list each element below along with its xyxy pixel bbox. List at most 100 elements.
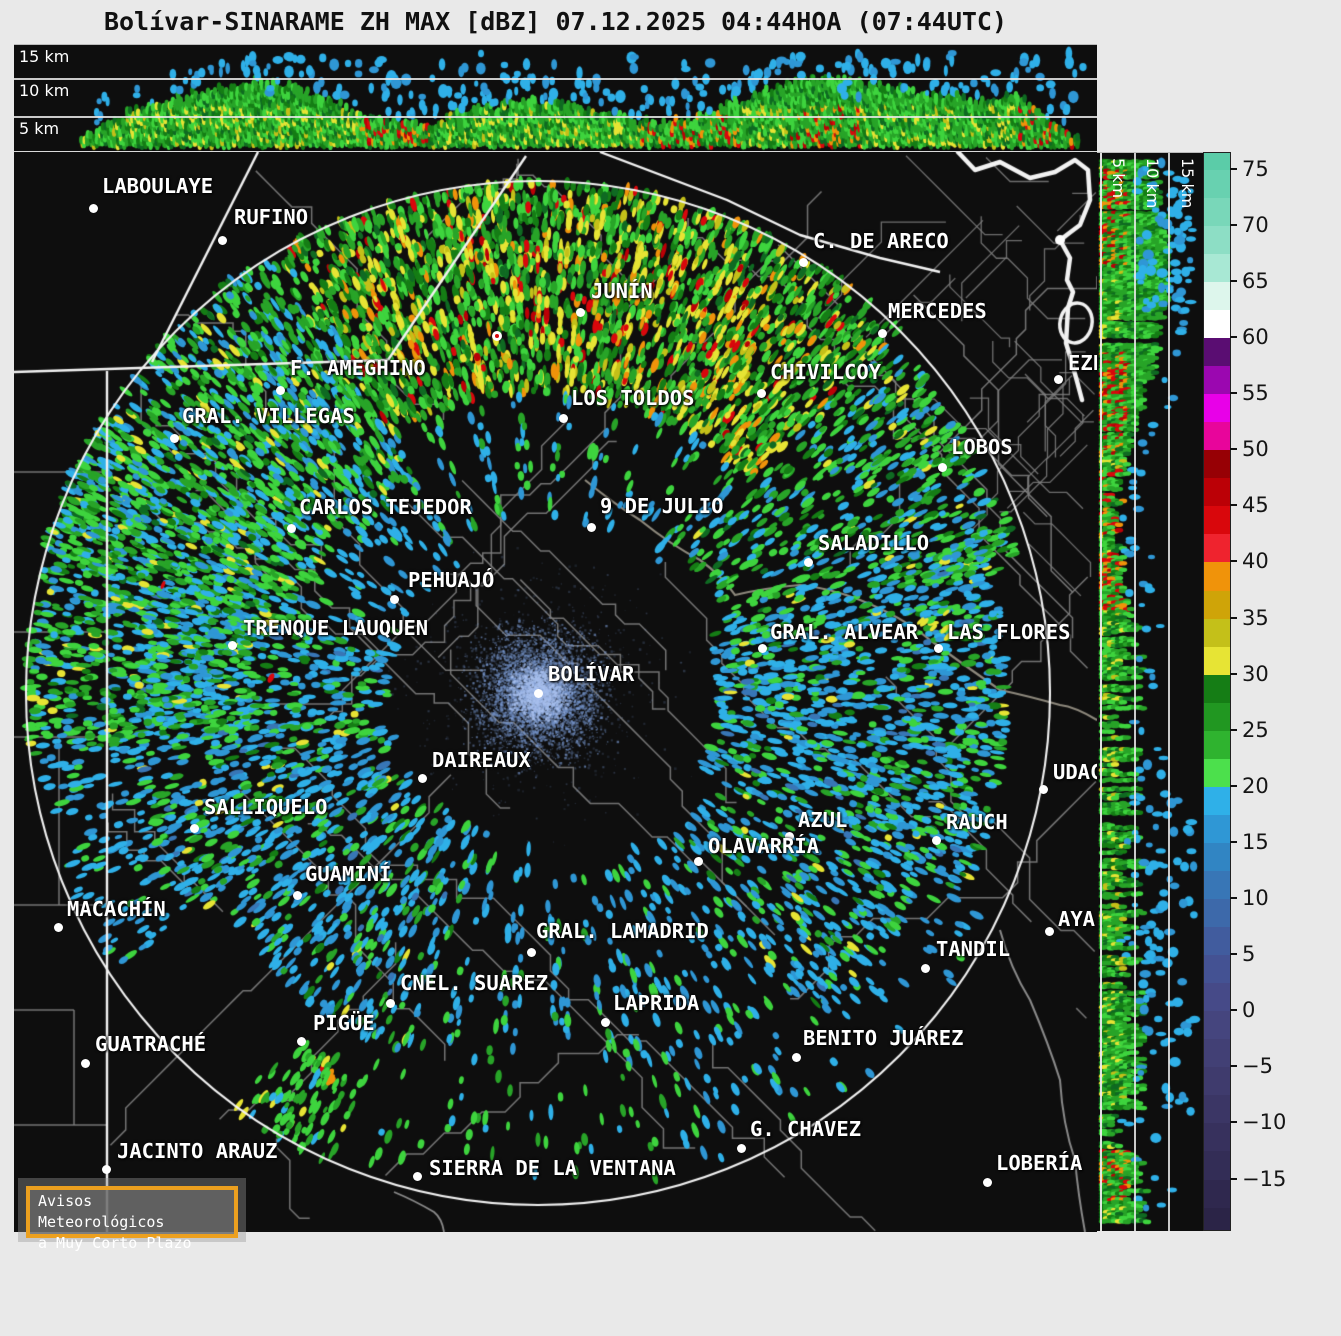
- city-label: C. DE ARECO: [813, 229, 949, 253]
- colorbar-tick-label: 30: [1242, 661, 1269, 686]
- city-label: EZEI: [1068, 351, 1097, 375]
- colorbar-tick-label: 25: [1242, 717, 1269, 742]
- colorbar-segment: [1204, 674, 1230, 703]
- city-dot: [80, 1058, 90, 1068]
- gridline-0km: [1100, 153, 1102, 1231]
- colorbar-tick-label: 40: [1242, 549, 1269, 574]
- colorbar-tick-label: 45: [1242, 493, 1269, 518]
- colorbar-segment: [1204, 1179, 1230, 1208]
- city-label: OLAVARRÍA: [708, 834, 820, 858]
- colorbar-tick-label: −5: [1242, 1054, 1273, 1079]
- city-dot: [412, 1171, 422, 1181]
- city-dot: [385, 998, 395, 1008]
- colorbar-tick-label: 15: [1242, 829, 1269, 854]
- colorbar-segment: [1204, 646, 1230, 675]
- colorbar-tick: [1230, 953, 1237, 956]
- city-label: AZUL: [798, 808, 848, 832]
- city-label: 9 DE JULIO: [600, 494, 724, 518]
- colorbar-segment: [1204, 730, 1230, 759]
- city-label: TRENQUE LAUQUEN: [243, 616, 429, 640]
- city-dot: [600, 1017, 610, 1027]
- colorbar-segment: [1204, 1151, 1230, 1180]
- city-dot: [784, 831, 794, 841]
- city-dot: [920, 963, 930, 973]
- colorbar-segment: [1204, 1039, 1230, 1068]
- colorbar-segment: [1204, 983, 1230, 1012]
- city-dot: [937, 462, 947, 472]
- city-label: SALLIQUELO: [204, 795, 328, 819]
- cross-section-top-panel: 15 km 10 km 5 km: [14, 44, 1097, 153]
- city-label: PIGÜE: [313, 1011, 375, 1035]
- city-dot: [1053, 374, 1063, 384]
- colorbar-tick: [1230, 280, 1237, 283]
- city-label: RUFINO: [234, 205, 309, 229]
- colorbar-segment: [1204, 758, 1230, 787]
- city-dot: [526, 947, 536, 957]
- colorbar-segment: [1204, 618, 1230, 647]
- city-label: RAUCH: [946, 810, 1008, 834]
- city-dot: [533, 688, 543, 698]
- gridline-10km-right: [1168, 153, 1170, 1231]
- cross-section-right-panel: 5 km 10 km 15 km: [1097, 152, 1203, 1231]
- colorbar-segment: [1204, 955, 1230, 984]
- colorbar-tick-label: −15: [1242, 1166, 1287, 1191]
- colorbar-segment: [1204, 506, 1230, 535]
- city-label: GRAL. VILLEGAS: [182, 404, 355, 428]
- colorbar: [1203, 152, 1231, 1231]
- city-dot: [933, 643, 943, 653]
- city-dot: [803, 557, 813, 567]
- city-dot: [756, 388, 766, 398]
- colorbar-tick: [1230, 336, 1237, 339]
- colorbar-tick-label: 20: [1242, 773, 1269, 798]
- colorbar-segment: [1204, 1095, 1230, 1124]
- city-label: LAPRIDA: [613, 991, 700, 1015]
- city-dot: [982, 1177, 992, 1187]
- colorbar-segment: [1204, 871, 1230, 900]
- cross-section-top-canvas: [14, 45, 1097, 151]
- city-label: LOS TOLDOS: [571, 386, 695, 410]
- page-title: Bolívar-SINARAME ZH MAX [dBZ] 07.12.2025…: [103, 7, 1008, 36]
- colorbar-tick: [1230, 448, 1237, 451]
- city-label: SALADILLO: [818, 531, 930, 555]
- city-label: LOBERÍA: [996, 1151, 1083, 1175]
- city-dot: [189, 823, 199, 833]
- warning-line-1: Avisos Meteorológicos: [38, 1192, 165, 1231]
- city-label: LAS FLORES: [947, 620, 1071, 644]
- colorbar-tick: [1230, 1121, 1237, 1124]
- city-label: CNEL. SUAREZ: [400, 971, 549, 995]
- colorbar-tick: [1230, 784, 1237, 787]
- city-dot: [389, 594, 399, 604]
- city-dot: [931, 835, 941, 845]
- city-dot: [227, 640, 237, 650]
- colorbar-tick-label: 35: [1242, 605, 1269, 630]
- colorbar-tick: [1230, 223, 1237, 226]
- gridline-5km: [14, 116, 1097, 118]
- colorbar-tick: [1230, 840, 1237, 843]
- city-dot: [296, 1036, 306, 1046]
- colorbar-segment: [1204, 338, 1230, 367]
- city-label: GRAL. ALVEAR: [770, 620, 919, 644]
- colorbar-segment: [1204, 590, 1230, 619]
- city-dot: [1044, 926, 1054, 936]
- radar-echo-map-canvas: [14, 152, 1097, 1232]
- colorbar-tick: [1230, 1065, 1237, 1068]
- city-label: JUNÍN: [591, 279, 653, 303]
- city-dot: [586, 522, 596, 532]
- colorbar-segment: [1204, 394, 1230, 423]
- colorbar-tick-label: 50: [1242, 437, 1269, 462]
- city-label: TANDIL: [936, 937, 1011, 961]
- warning-box[interactable]: Avisos Meteorológicos a Muy Corto Plazo: [26, 1186, 238, 1252]
- city-label: GRAL. LAMADRID: [536, 919, 709, 943]
- colorbar-segment: [1204, 814, 1230, 843]
- radar-map-panel: LABOULAYE RUFINO C. DE ARECO JUNÍN MERCEDES F…: [14, 152, 1097, 1232]
- colorbar-tick-label: 55: [1242, 381, 1269, 406]
- colorbar-segment: [1204, 927, 1230, 956]
- city-dot: [575, 307, 585, 317]
- colorbar-segment: [1204, 282, 1230, 311]
- junin-radar-site-marker: [492, 331, 502, 341]
- gridline-5km-right: [1134, 153, 1136, 1231]
- city-label: JACINTO ARAUZ: [117, 1139, 278, 1163]
- warning-line-2: a Muy Corto Plazo: [38, 1234, 192, 1252]
- colorbar-segment: [1204, 197, 1230, 226]
